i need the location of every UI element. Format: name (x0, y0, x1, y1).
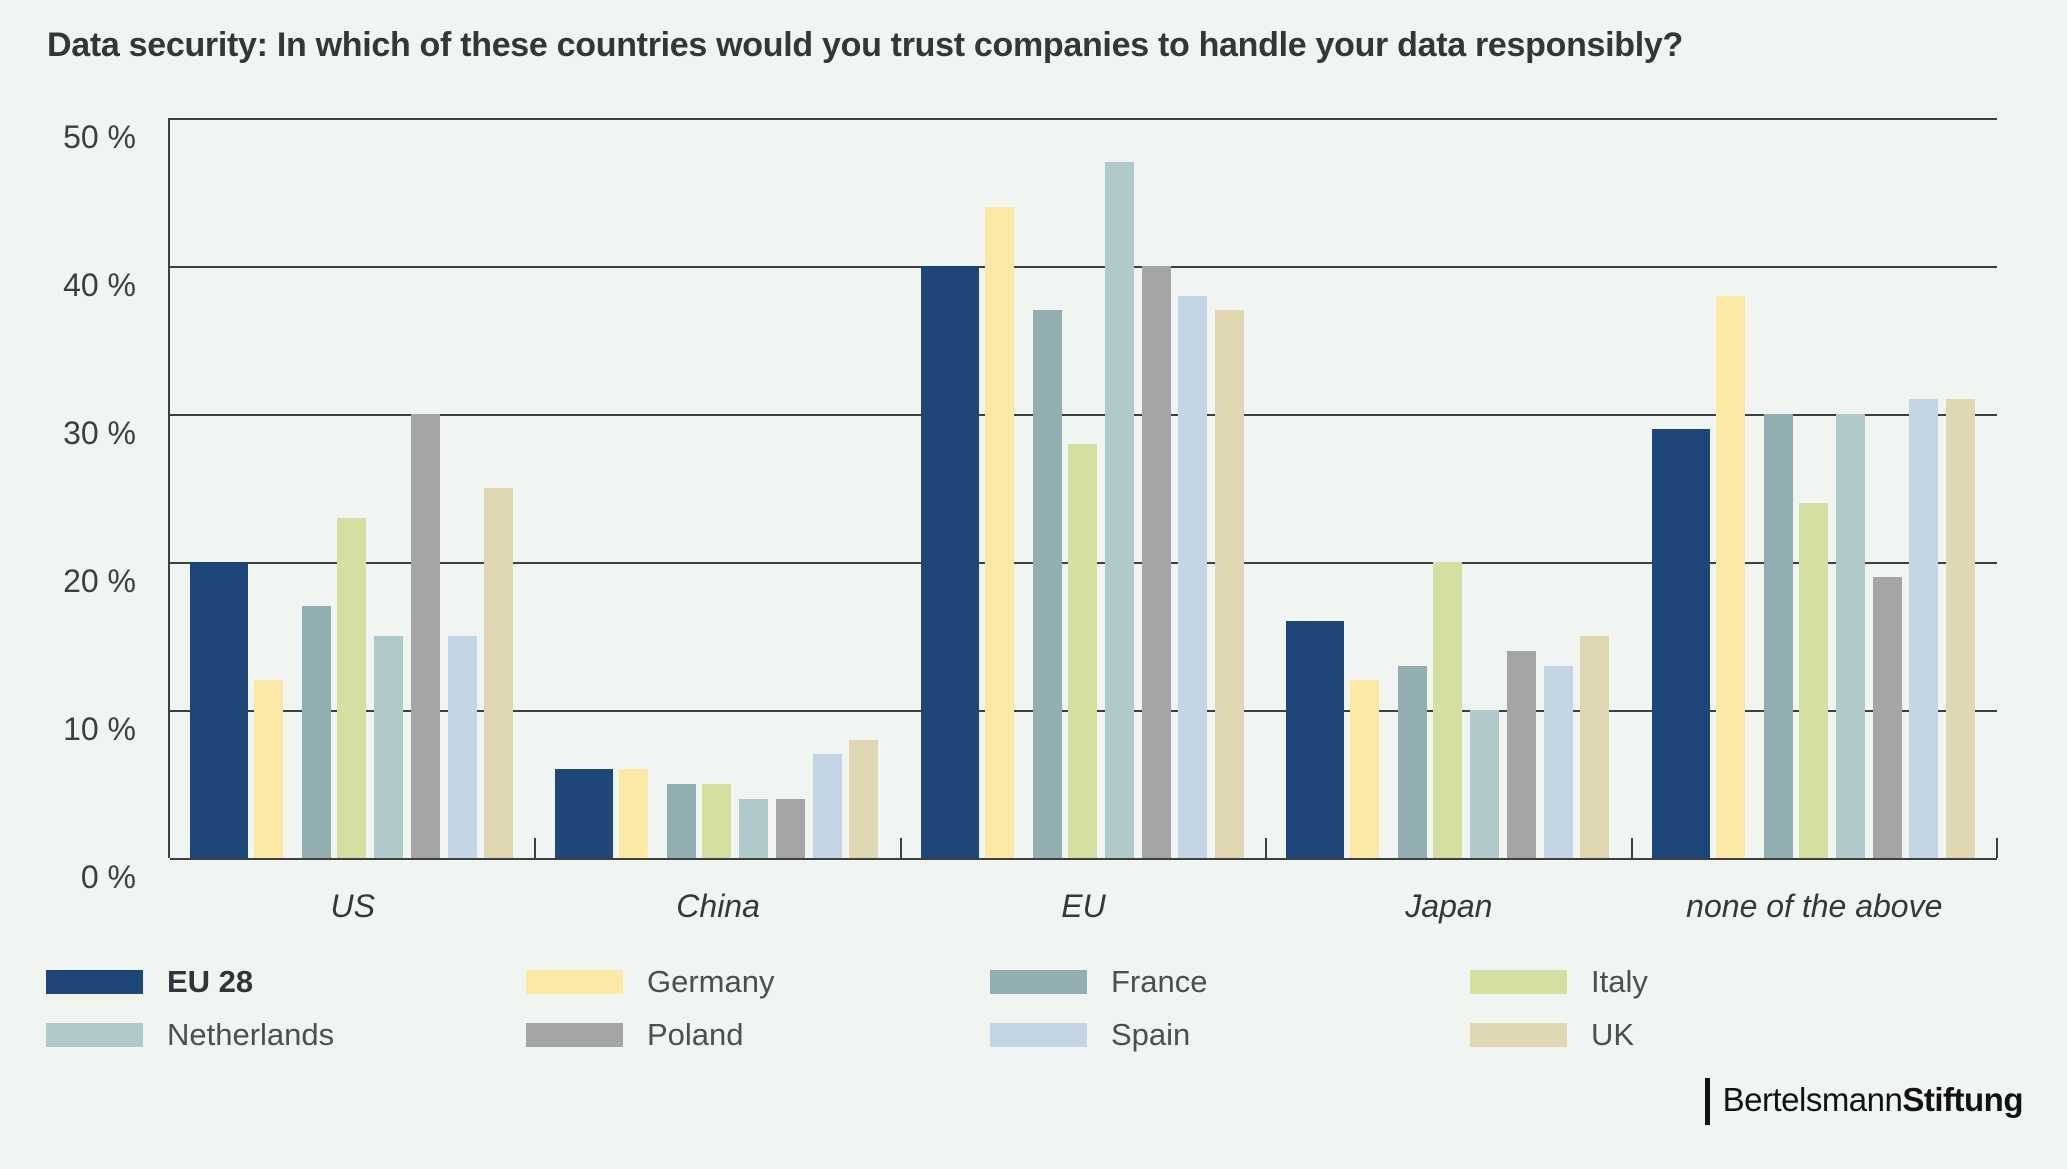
legend: EU 28 Germany France Italy Netherlands Poland… (46, 955, 1648, 1061)
legend-label: France (1111, 963, 1208, 999)
bar-netherlands (1470, 710, 1500, 858)
y-axis-label-40: 40 % (63, 267, 136, 303)
axis-tick (1996, 838, 1998, 858)
bar-uk (484, 488, 513, 858)
x-axis-label-1: US (330, 888, 375, 924)
bar-germany (1715, 295, 1745, 858)
bar-uk (1214, 310, 1244, 858)
legend-item-italy: Italy (1470, 964, 1648, 1000)
gridline-40 (170, 266, 1997, 268)
legend-item-netherlands: Netherlands (46, 1017, 526, 1053)
bar-france (1398, 665, 1428, 858)
bar-netherlands (1104, 162, 1134, 858)
legend-label: Germany (647, 963, 775, 999)
axis-tick (1630, 838, 1633, 858)
legend-swatch (990, 969, 1087, 994)
bar-poland (776, 798, 806, 858)
bar-eu-28 (190, 562, 248, 858)
y-axis-label-50: 50 % (63, 119, 136, 155)
bar-italy (1798, 502, 1828, 858)
legend-swatch (1470, 1022, 1567, 1047)
legend-item-uk: UK (1470, 1017, 1648, 1053)
legend-swatch (46, 969, 143, 994)
bar-germany (619, 769, 649, 858)
y-axis-label-0: 0 % (80, 859, 136, 895)
legend-label: Spain (1111, 1016, 1191, 1052)
legend-label: Netherlands (167, 1016, 335, 1052)
legend-item-eu-28: EU 28 (46, 964, 526, 1000)
bar-eu-28 (555, 769, 614, 858)
bar-spain (447, 636, 477, 858)
x-axis-line (170, 857, 1997, 860)
x-axis-label-5: none of the above (1686, 888, 1943, 924)
bar-netherlands (739, 798, 769, 858)
brand-logo-bar (1704, 1078, 1710, 1125)
legend-label: UK (1591, 1016, 1635, 1052)
brand-logo-text: BertelsmannStiftung (1722, 1078, 2024, 1123)
legend-swatch (46, 1022, 143, 1047)
axis-tick (899, 838, 902, 858)
bar-netherlands (1835, 414, 1865, 858)
bar-france (1032, 310, 1062, 858)
y-axis-label-20: 20 % (63, 563, 136, 599)
bar-spain (1178, 295, 1208, 858)
bar-italy (337, 517, 366, 858)
bar-france (667, 784, 697, 858)
plot-area: 50 % 40 % 30 % 20 % 10 % 0 % US China EU Japan non… (63, 118, 1998, 924)
legend-label: EU 28 (167, 963, 254, 999)
x-axis-label-2: China (676, 888, 760, 924)
bar-france (302, 606, 331, 858)
bar-spain (812, 754, 842, 858)
gridline-50 (170, 118, 1997, 120)
bar-spain (1909, 399, 1939, 858)
legend-item-germany: Germany (526, 964, 990, 1000)
legend-item-spain: Spain (990, 1017, 1470, 1053)
brand-logo: BertelsmannStiftung (1704, 1078, 2024, 1125)
axis-tick (1265, 838, 1268, 858)
legend-item-france: France (990, 964, 1470, 1000)
legend-swatch (526, 1022, 623, 1047)
bar-germany (984, 206, 1014, 858)
legend-swatch (1470, 969, 1567, 994)
legend-swatch (990, 1022, 1087, 1047)
bar-poland (1507, 650, 1537, 858)
legend-swatch (526, 969, 623, 994)
legend-label: Italy (1591, 963, 1648, 999)
y-axis-label-30: 30 % (63, 415, 136, 451)
chart-title: Data security: In which of these countri… (47, 26, 1683, 64)
gridline-30 (170, 414, 1997, 416)
x-axis-label-3: EU (1061, 888, 1106, 924)
bar-eu-28 (1651, 428, 1710, 858)
bar-uk (1945, 399, 1975, 858)
bar-italy (702, 784, 732, 858)
bar-poland (1872, 576, 1902, 858)
brand-name-regular: Bertelsmann (1722, 1081, 1903, 1118)
bar-italy (1067, 443, 1097, 858)
bar-germany (254, 680, 283, 858)
legend-label: Poland (647, 1016, 744, 1052)
brand-name-bold: Stiftung (1902, 1081, 2023, 1118)
legend-item-poland: Poland (526, 1017, 990, 1053)
bar-spain (1543, 665, 1573, 858)
axis-tick (534, 838, 537, 858)
x-axis-label-4: Japan (1405, 888, 1493, 924)
bar-eu-28 (1286, 621, 1345, 858)
bar-poland (1141, 266, 1171, 858)
bar-eu-28 (920, 266, 979, 858)
bar-italy (1433, 562, 1463, 858)
bar-france (1763, 414, 1793, 858)
bar-netherlands (374, 636, 403, 858)
bar-uk (849, 739, 879, 858)
bar-poland (411, 414, 440, 858)
bar-germany (1350, 680, 1380, 858)
bar-uk (1580, 636, 1610, 858)
y-axis-label-10: 10 % (63, 711, 136, 747)
